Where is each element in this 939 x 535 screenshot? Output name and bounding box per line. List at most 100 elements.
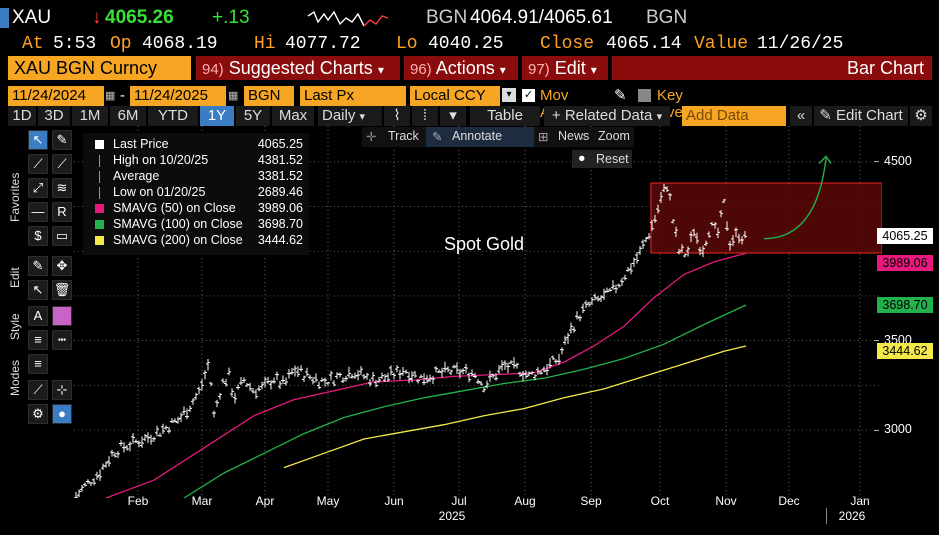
- key-events-checkbox[interactable]: [638, 89, 651, 102]
- legend-item[interactable]: SMAVG (200) on Close 3444.62: [89, 233, 305, 248]
- source-input[interactable]: BGN: [244, 86, 294, 106]
- field-select[interactable]: Last Px: [300, 86, 406, 106]
- move-icon[interactable]: ✥: [52, 256, 72, 276]
- x-tick-label: Jul: [451, 494, 467, 508]
- pen-icon[interactable]: ✎: [28, 256, 48, 276]
- start-date-input[interactable]: 11/24/2024: [8, 86, 104, 106]
- down-arrow-icon: ↓: [92, 7, 102, 28]
- annotate-button[interactable]: ✎ Annotate: [426, 127, 534, 147]
- hline-icon[interactable]: —: [28, 202, 48, 222]
- mov-avgs-checkbox[interactable]: ✓: [522, 89, 535, 102]
- price-range-icon[interactable]: $: [28, 226, 48, 246]
- chart-title: Spot Gold: [444, 234, 524, 254]
- high-label: Hi: [254, 34, 276, 54]
- tab-ytd[interactable]: YTD: [148, 106, 198, 126]
- palette-icon[interactable]: ●: [52, 404, 72, 424]
- legend-value: 3381.52: [257, 169, 303, 183]
- settings-gear-icon[interactable]: ⚙: [28, 404, 48, 424]
- year-separator: [826, 508, 827, 524]
- menu-label: Suggested Charts: [228, 58, 373, 78]
- legend-value: 3444.62: [257, 233, 303, 247]
- legend-item[interactable]: SMAVG (100) on Close 3698.70: [89, 217, 305, 232]
- related-data-button[interactable]: + Related Data ▾: [544, 106, 670, 126]
- legend-swatch: [95, 220, 104, 229]
- bid-ask: 4064.91/4065.61: [470, 7, 613, 28]
- edit-menu[interactable]: 97) Edit ▾: [522, 56, 608, 80]
- font-icon[interactable]: A: [28, 306, 48, 326]
- channel-icon[interactable]: ⤢: [28, 178, 48, 198]
- open-label: Op: [110, 34, 132, 54]
- sma200-line: [283, 345, 747, 469]
- tab-5y[interactable]: 5Y: [236, 106, 270, 126]
- magnet-icon[interactable]: ⊹: [52, 380, 72, 400]
- calendar-icon[interactable]: ▦: [228, 90, 239, 102]
- pointer-icon[interactable]: ↖: [28, 130, 48, 150]
- tab-1y[interactable]: 1Y: [200, 106, 234, 126]
- table-button[interactable]: Table: [470, 106, 540, 126]
- stats-line: At 5:53 Op 4068.19 Hi 4077.72 Lo 4040.25…: [0, 34, 939, 56]
- annotate-label: Annotate: [452, 129, 503, 143]
- zoom-button[interactable]: Zoom: [598, 129, 630, 143]
- crosshair-icon: ✛: [366, 130, 377, 144]
- legend-swatch: [95, 140, 104, 149]
- chart-type-menu[interactable]: Bar Chart: [612, 56, 932, 80]
- x-tick-label: Jun: [384, 494, 404, 508]
- drawing-toolbar: Favorites Edit Style Modes ↖ ✎ ⟋ ⟋ ⤢ ≋ —…: [6, 126, 76, 426]
- gear-icon[interactable]: ⚙: [910, 106, 932, 126]
- trash-icon[interactable]: 🗑: [52, 280, 72, 300]
- legend-marker-icon: [99, 155, 100, 167]
- fib-icon[interactable]: ≋: [52, 178, 72, 198]
- ticker-marker: [0, 8, 9, 28]
- security-field[interactable]: XAU BGN Curncy: [8, 56, 191, 80]
- line-end-icon[interactable]: ≡: [28, 354, 48, 374]
- actions-menu[interactable]: 96) Actions ▾: [404, 56, 518, 80]
- line-width-icon[interactable]: ≡: [28, 330, 48, 350]
- legend-value: 4381.52: [257, 153, 303, 167]
- tab-3d[interactable]: 3D: [38, 106, 70, 126]
- reset-button[interactable]: ● Reset: [572, 150, 632, 168]
- ray-icon[interactable]: ⟋: [52, 154, 72, 174]
- x-tick-label: Dec: [778, 494, 800, 508]
- annotate-pen-icon[interactable]: ✎: [52, 130, 72, 150]
- tab-1d[interactable]: 1D: [8, 106, 36, 126]
- price-chart[interactable]: Spot Gold: [74, 126, 882, 498]
- legend-item[interactable]: SMAVG (50) on Close 3989.06: [89, 201, 305, 216]
- legend-item[interactable]: Last Price 4065.25: [89, 137, 305, 152]
- edit-chart-button[interactable]: ✎ Edit Chart: [814, 106, 908, 126]
- crosshair-mode-icon[interactable]: ⟋: [28, 380, 48, 400]
- collapse-icon[interactable]: «: [790, 106, 812, 126]
- color-swatch-icon[interactable]: [52, 306, 72, 326]
- line-chart-icon[interactable]: ⌇: [384, 106, 410, 126]
- more-icon[interactable]: ▾: [440, 106, 466, 126]
- x-tick-label: Sep: [580, 494, 602, 508]
- price-change: +.13: [212, 7, 250, 28]
- track-button[interactable]: Track: [388, 129, 419, 143]
- legend-item[interactable]: Average 3381.52: [89, 169, 305, 184]
- period-label: Daily: [322, 107, 356, 124]
- text-icon[interactable]: R: [52, 202, 72, 222]
- pencil-icon[interactable]: ✎: [614, 87, 627, 104]
- legend-item[interactable]: High on 10/20/25 4381.52: [89, 153, 305, 168]
- tab-1m[interactable]: 1M: [72, 106, 108, 126]
- suggested-charts-menu[interactable]: 94) Suggested Charts ▾: [196, 56, 400, 80]
- tab-6m[interactable]: 6M: [110, 106, 146, 126]
- currency-dropdown-icon[interactable]: ▾: [502, 88, 516, 102]
- legend-item[interactable]: Low on 01/20/25 2689.46: [89, 185, 305, 200]
- add-data-input[interactable]: Add Data: [682, 106, 786, 126]
- trendline-icon[interactable]: ⟋: [28, 154, 48, 174]
- chart-legend[interactable]: Last Price 4065.25 High on 10/20/25 4381.52…: [83, 133, 309, 255]
- y-tick-label: 4500: [884, 153, 912, 168]
- chart-type-label: Bar Chart: [846, 58, 924, 78]
- bar-style-icon[interactable]: ⁞: [412, 106, 438, 126]
- end-date-input[interactable]: 11/24/2025: [130, 86, 226, 106]
- currency-select[interactable]: Local CCY: [410, 86, 500, 106]
- ticker[interactable]: XAU: [12, 7, 52, 28]
- tab-max[interactable]: Max: [272, 106, 314, 126]
- rectangle-icon[interactable]: ▭: [52, 226, 72, 246]
- quote-source-2: BGN: [646, 7, 688, 28]
- line-style-icon[interactable]: ┅: [52, 330, 72, 350]
- news-button[interactable]: News: [558, 129, 590, 143]
- period-select[interactable]: Daily ▾: [318, 106, 382, 126]
- calendar-icon[interactable]: ▦: [105, 90, 116, 102]
- select-icon[interactable]: ↖: [28, 280, 48, 300]
